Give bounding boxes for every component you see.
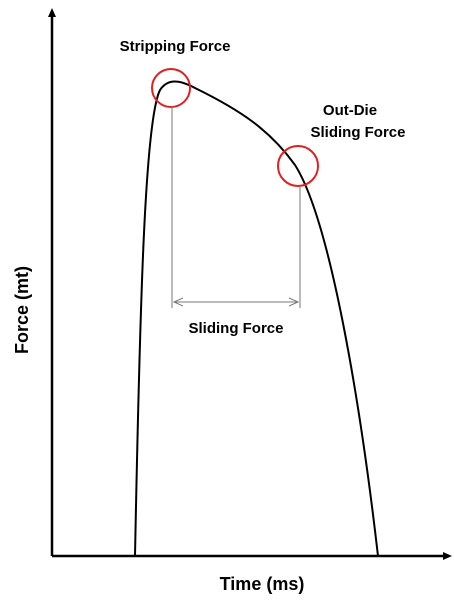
x-axis-label: Time (ms)	[220, 574, 305, 594]
out-die-circle	[277, 145, 319, 187]
force-curve	[134, 80, 379, 557]
out-die-label: Sliding Force	[310, 124, 405, 141]
span-label: Sliding Force	[188, 320, 283, 337]
peak-label: Stripping Force	[120, 38, 231, 55]
peak-circle	[151, 68, 191, 108]
out-die-label: Out-Die	[323, 102, 377, 119]
y-axis-label: Force (mt)	[12, 266, 32, 354]
